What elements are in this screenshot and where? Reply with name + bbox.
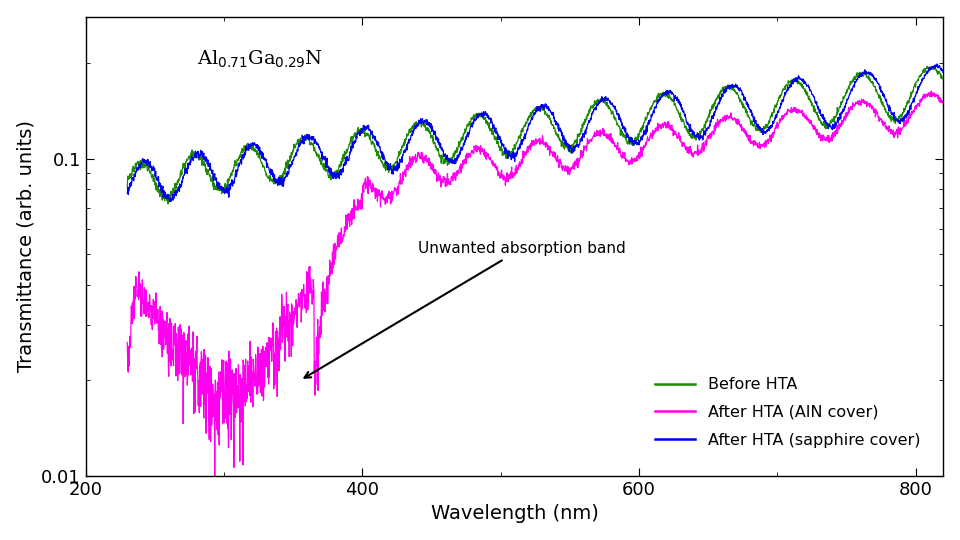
X-axis label: Wavelength (nm): Wavelength (nm) (431, 504, 598, 523)
Text: Unwanted absorption band: Unwanted absorption band (304, 241, 626, 378)
Legend: Before HTA, After HTA (AlN cover), After HTA (sapphire cover): Before HTA, After HTA (AlN cover), After… (649, 371, 926, 454)
Y-axis label: Transmittance (arb. units): Transmittance (arb. units) (16, 120, 36, 372)
Text: Al$_{0.71}$Ga$_{0.29}$N: Al$_{0.71}$Ga$_{0.29}$N (197, 49, 324, 70)
